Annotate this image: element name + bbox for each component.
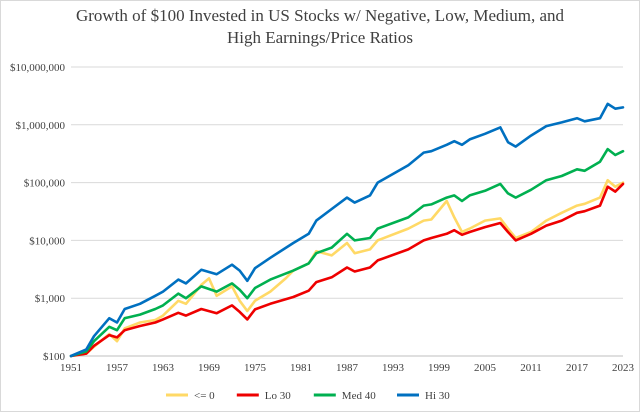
legend: <= 0 Lo 30 Med 40 Hi 30 xyxy=(166,390,450,402)
x-tick-label: 2023 xyxy=(612,362,635,374)
x-tick-label: 2017 xyxy=(566,362,589,374)
x-tick-label: 1975 xyxy=(244,362,267,374)
x-tick-label: 2005 xyxy=(474,362,497,374)
x-tick-label: 1957 xyxy=(106,362,129,374)
y-tick-label: $10,000 xyxy=(29,235,65,247)
series-line-0 xyxy=(69,178,625,358)
x-tick-label: 1951 xyxy=(60,362,82,374)
x-tick-label: 1963 xyxy=(152,362,175,374)
gridlines xyxy=(71,66,623,357)
y-tick-label: $10,000,000 xyxy=(10,62,66,74)
x-tick-label: 2011 xyxy=(520,362,542,374)
legend-label-0: <= 0 xyxy=(194,390,215,402)
axes: $100 $1,000 $10,000 $100,000 $1,000,000 $10,0… xyxy=(10,62,635,374)
x-tick-label: 1969 xyxy=(198,362,221,374)
legend-label-1: Lo 30 xyxy=(265,390,291,402)
series-line-2 xyxy=(69,147,625,358)
legend-label-3: Hi 30 xyxy=(425,390,450,402)
chart-title: Growth of $100 Invested in US Stocks w/ … xyxy=(1,5,639,49)
y-tick-label: $100 xyxy=(43,351,66,363)
series-line-3 xyxy=(69,102,625,358)
x-tick-label: 1993 xyxy=(382,362,405,374)
series-lines xyxy=(69,102,625,358)
x-tick-label: 1987 xyxy=(336,362,359,374)
chart-title-line-2: High Earnings/Price Ratios xyxy=(226,28,414,47)
y-tick-label: $100,000 xyxy=(24,178,66,190)
y-tick-label: $1,000,000 xyxy=(16,120,66,132)
legend-label-2: Med 40 xyxy=(342,390,376,402)
x-tick-label: 1981 xyxy=(290,362,312,374)
y-tick-label: $1,000 xyxy=(35,293,66,305)
series-line-1 xyxy=(69,182,625,358)
chart-title-line-1: Growth of $100 Invested in US Stocks w/ … xyxy=(75,6,565,25)
x-tick-label: 1999 xyxy=(428,362,451,374)
